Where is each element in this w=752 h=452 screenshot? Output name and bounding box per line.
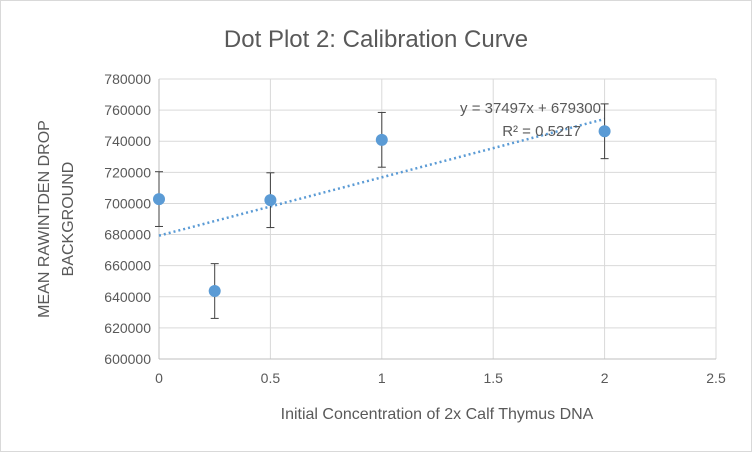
x-tick-label: 1 bbox=[378, 370, 386, 386]
y-tick-label: 740000 bbox=[104, 133, 151, 149]
y-tick-label: 660000 bbox=[104, 258, 151, 274]
x-tick-label: 1.5 bbox=[483, 370, 503, 386]
x-axis-title: Initial Concentration of 2x Calf Thymus … bbox=[281, 406, 594, 423]
y-tick-label: 600000 bbox=[104, 351, 151, 367]
trendline-equation: y = 37497x + 679300 bbox=[460, 100, 601, 117]
y-tick-label: 720000 bbox=[104, 164, 151, 180]
x-tick-label: 0.5 bbox=[261, 370, 281, 386]
y-tick-label: 640000 bbox=[104, 289, 151, 305]
data-point bbox=[264, 194, 277, 207]
y-axis-title-line2: BACKGROUND bbox=[60, 162, 77, 277]
x-tick-label: 2 bbox=[601, 370, 609, 386]
y-tick-label: 620000 bbox=[104, 320, 151, 336]
y-tick-label: 760000 bbox=[104, 102, 151, 118]
trendline bbox=[158, 117, 605, 237]
chart-title: Dot Plot 2: Calibration Curve bbox=[224, 26, 528, 53]
x-tick-label: 2.5 bbox=[706, 370, 726, 386]
data-point bbox=[375, 133, 388, 146]
x-tick-label: 0 bbox=[155, 370, 163, 386]
data-point bbox=[208, 285, 221, 298]
y-tick-label: 700000 bbox=[104, 195, 151, 211]
y-tick-label: 680000 bbox=[104, 227, 151, 243]
data-point bbox=[153, 193, 165, 206]
trendline-r2: R² = 0.5217 bbox=[502, 123, 581, 140]
data-point bbox=[598, 125, 611, 138]
y-tick-label: 780000 bbox=[104, 71, 151, 87]
y-axis-title-line1: MEAN RAWINTDEN DROP bbox=[36, 120, 53, 318]
